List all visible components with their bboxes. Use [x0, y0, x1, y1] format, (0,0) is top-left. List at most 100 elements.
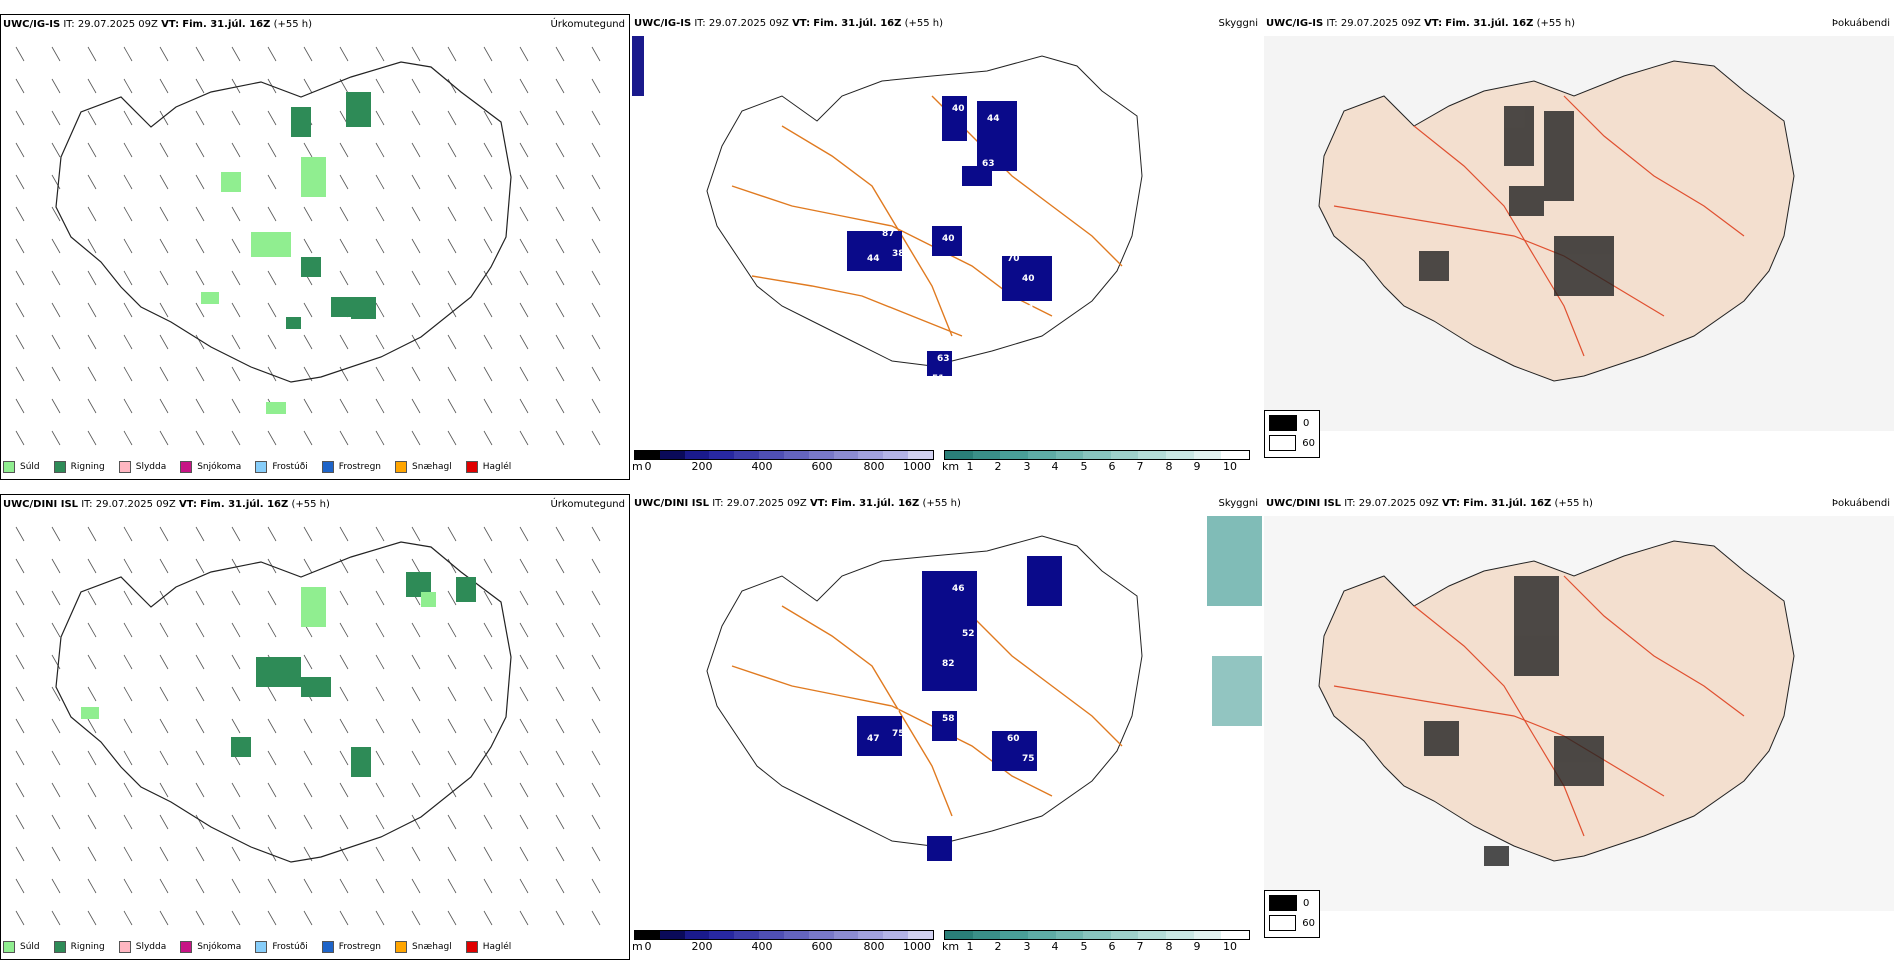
- visibility-value-label: 44: [987, 114, 1000, 124]
- wind-barb: [87, 174, 97, 190]
- wind-barb: [339, 174, 349, 190]
- wind-barb: [123, 750, 133, 766]
- wind-barb: [123, 686, 133, 702]
- wind-barb: [591, 398, 601, 414]
- wind-barb: [87, 366, 97, 382]
- wind-barb: [555, 622, 565, 638]
- wind-barb: [375, 78, 385, 94]
- wind-barb: [375, 878, 385, 894]
- wind-barb: [231, 110, 241, 126]
- fog-key: 0 60: [1264, 410, 1320, 458]
- visibility-value-label: 40: [952, 104, 965, 114]
- wind-barb: [195, 526, 205, 542]
- wind-barb: [411, 78, 421, 94]
- wind-barb: [15, 718, 25, 734]
- legend-item: Súld: [3, 461, 40, 473]
- wind-barb: [267, 718, 277, 734]
- wind-barb: [15, 238, 25, 254]
- legend-item: Frostregn: [321, 461, 381, 473]
- wind-barb: [411, 686, 421, 702]
- wind-barb: [483, 878, 493, 894]
- wind-barb: [375, 846, 385, 862]
- wind-barb: [87, 654, 97, 670]
- wind-barb: [447, 334, 457, 350]
- wind-barb: [339, 846, 349, 862]
- wind-barb: [591, 174, 601, 190]
- wind-barb: [339, 622, 349, 638]
- wind-barb: [15, 270, 25, 286]
- wind-barb: [15, 590, 25, 606]
- legend-swatch: [255, 941, 268, 953]
- wind-barb: [87, 334, 97, 350]
- wind-barb: [375, 270, 385, 286]
- wind-barb: [195, 366, 205, 382]
- wind-barb: [267, 206, 277, 222]
- wind-barb: [195, 686, 205, 702]
- wind-barb: [267, 622, 277, 638]
- wind-barb: [483, 174, 493, 190]
- legend-swatch: [395, 461, 408, 473]
- visibility-value-label: 63: [982, 159, 995, 169]
- wind-barb: [483, 846, 493, 862]
- wind-barb: [483, 110, 493, 126]
- wind-barb: [195, 78, 205, 94]
- wind-barb: [87, 78, 97, 94]
- visibility-value-label: 311: [882, 709, 901, 719]
- wind-barb: [195, 814, 205, 830]
- wind-barb: [231, 142, 241, 158]
- wind-barb: [51, 878, 61, 894]
- wind-barb: [519, 846, 529, 862]
- wind-barb: [555, 302, 565, 318]
- wind-barb: [231, 270, 241, 286]
- wind-barb: [51, 366, 61, 382]
- wind-barb: [411, 366, 421, 382]
- wind-barb: [447, 206, 457, 222]
- wind-barb: [375, 590, 385, 606]
- wind-barb: [519, 270, 529, 286]
- wind-barb: [519, 398, 529, 414]
- wind-barb: [447, 910, 457, 926]
- legend-item: Haglél: [465, 461, 511, 473]
- visibility-value-label: 40: [942, 234, 955, 244]
- wind-barb: [231, 238, 241, 254]
- wind-barb: [303, 302, 313, 318]
- wind-barb: [231, 814, 241, 830]
- wind-barb: [375, 366, 385, 382]
- wind-barb: [87, 270, 97, 286]
- wind-barb: [483, 622, 493, 638]
- visibility-value-label: 37: [942, 179, 955, 189]
- wind-barb: [303, 654, 313, 670]
- wind-barb: [231, 782, 241, 798]
- wind-barb: [15, 398, 25, 414]
- visibility-value-label: 63: [937, 354, 950, 364]
- wind-barb: [195, 782, 205, 798]
- visibility-value-label: 60: [997, 179, 1010, 189]
- wind-barb: [483, 398, 493, 414]
- fog-key-swatch: [1269, 895, 1297, 911]
- wind-barb: [519, 110, 529, 126]
- wind-barb: [123, 654, 133, 670]
- wind-barb: [411, 430, 421, 446]
- visibility-value-label: 87: [882, 229, 895, 239]
- wind-barb: [267, 878, 277, 894]
- wind-barb: [411, 622, 421, 638]
- wind-barb: [339, 686, 349, 702]
- wind-barb: [123, 142, 133, 158]
- visibility-colorbar-m: m 0 200 400 600 800 1000: [632, 930, 934, 953]
- wind-barb: [195, 110, 205, 126]
- wind-barb: [591, 846, 601, 862]
- wind-barb: [15, 206, 25, 222]
- wind-barb: [231, 78, 241, 94]
- wind-barb: [231, 878, 241, 894]
- wind-barb: [195, 142, 205, 158]
- legend-swatch: [395, 941, 408, 953]
- wind-barb: [447, 430, 457, 446]
- wind-barb: [231, 622, 241, 638]
- wind-barb: [87, 206, 97, 222]
- wind-barb: [375, 302, 385, 318]
- wind-barb: [591, 238, 601, 254]
- wind-barb: [519, 718, 529, 734]
- wind-barb: [15, 814, 25, 830]
- fog-key-swatch: [1269, 415, 1297, 431]
- wind-barb: [267, 750, 277, 766]
